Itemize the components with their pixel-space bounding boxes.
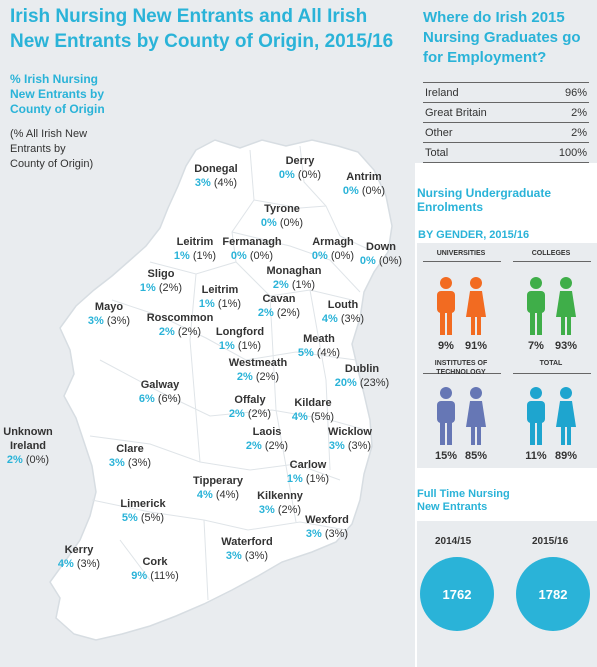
female-icon xyxy=(556,387,576,445)
legend-note: (% All Irish New Entrants by County of O… xyxy=(10,128,94,170)
county-label-down: Down 0% (0%) xyxy=(359,241,403,267)
county-label-roscommon: Roscommon 2% (2%) xyxy=(146,312,214,338)
figures xyxy=(509,275,593,337)
female-icon xyxy=(466,387,486,445)
row-value: 2% xyxy=(534,102,589,123)
county-label-sligo: Sligo 1% (2%) xyxy=(139,268,183,294)
county-label-leitrim-south: Leitrim 1% (1%) xyxy=(198,284,242,310)
group-colleges: COLLEGES 7% 93% xyxy=(509,249,593,352)
county-label-louth: Louth 4% (3%) xyxy=(321,299,365,325)
county-label-mayo: Mayo 3% (3%) xyxy=(87,301,131,327)
group-total: TOTAL 11% 89% xyxy=(509,359,593,462)
table-row: Great Britain 2% xyxy=(423,102,589,123)
male-pct: 7% xyxy=(528,340,544,352)
county-label-leitrim: Leitrim 1% (1%) xyxy=(173,236,217,262)
figures xyxy=(509,385,593,447)
county-label-fermanagh: Fermanagh 0% (0%) xyxy=(222,236,282,262)
male-icon xyxy=(437,277,455,335)
divider xyxy=(513,261,591,262)
county-label-carlow: Carlow 1% (1%) xyxy=(286,459,330,485)
county-label-antrim: Antrim 0% (0%) xyxy=(342,171,386,197)
row-label: Great Britain xyxy=(423,102,535,123)
county-label-unknown-ireland: Unknown Ireland 2% (0%) xyxy=(3,426,53,466)
county-label-waterford: Waterford 3% (3%) xyxy=(221,536,273,562)
row-label: Total xyxy=(423,142,535,163)
county-label-kildare: Kildare 4% (5%) xyxy=(291,397,335,423)
county-label-tipperary: Tipperary 4% (4%) xyxy=(193,475,243,501)
male-icon xyxy=(527,277,545,335)
county-label-laois: Laois 2% (2%) xyxy=(245,426,289,452)
year-label: 2014/15 xyxy=(435,536,472,547)
county-label-kerry: Kerry 4% (3%) xyxy=(57,544,101,570)
table-row: Total 100% xyxy=(423,142,589,163)
enrolments-title: Nursing Undergraduate Enrolments xyxy=(417,186,552,214)
county-label-offaly: Offaly 2% (2%) xyxy=(228,394,272,420)
male-pct: 15% xyxy=(434,450,458,462)
county-label-cork: Cork 9% (11%) xyxy=(131,556,179,582)
county-borders xyxy=(89,145,371,601)
graduates-table: Ireland 96% Great Britain 2% Other 2% Total… xyxy=(423,82,589,163)
table-row: Other 2% xyxy=(423,122,589,143)
divider xyxy=(513,373,591,374)
county-label-westmeath: Westmeath 2% (2%) xyxy=(228,357,288,383)
female-pct: 93% xyxy=(554,340,578,352)
entrants-circle: 1782 xyxy=(516,557,590,631)
divider xyxy=(423,261,501,262)
by-gender-title: BY GENDER, 2015/16 xyxy=(418,229,530,241)
county-label-wexford: Wexford 3% (3%) xyxy=(305,514,349,540)
group-universities: UNIVERSITIES 9% 91% xyxy=(419,249,503,352)
graduates-title: Where do Irish 2015 Nursing Graduates go… xyxy=(423,9,581,66)
county-label-monaghan: Monaghan 2% (1%) xyxy=(266,265,322,291)
group-label: UNIVERSITIES xyxy=(436,250,486,257)
county-label-longford: Longford 1% (1%) xyxy=(215,326,265,352)
table-row: Ireland 96% xyxy=(423,82,589,103)
group-label: INSTITUTES OF TECHNOLOGY xyxy=(434,360,488,376)
row-value: 100% xyxy=(534,142,589,163)
male-pct: 11% xyxy=(525,450,547,462)
male-icon xyxy=(437,387,455,445)
county-label-meath: Meath 5% (4%) xyxy=(297,333,341,359)
county-label-derry: Derry 0% (0%) xyxy=(278,155,322,181)
graduates-panel: Where do Irish 2015 Nursing Graduates go… xyxy=(415,0,597,163)
figures xyxy=(419,275,503,337)
county-label-armagh: Armagh 0% (0%) xyxy=(311,236,355,262)
group-label: COLLEGES xyxy=(531,250,571,257)
fulltime-title: Full Time Nursing New Entrants xyxy=(417,488,510,513)
gender-panel: UNIVERSITIES 9% 91% COLLEGES 7% 93% INSTIT… xyxy=(417,243,597,468)
row-value: 2% xyxy=(534,122,589,143)
ireland-outline xyxy=(49,139,393,641)
county-label-cavan: Cavan 2% (2%) xyxy=(257,293,301,319)
county-label-clare: Clare 3% (3%) xyxy=(108,443,152,469)
county-label-kilkenny: Kilkenny 3% (2%) xyxy=(257,490,303,516)
row-label: Ireland xyxy=(423,82,535,103)
female-pct: 85% xyxy=(464,450,488,462)
county-label-donegal: Donegal 3% (4%) xyxy=(194,163,238,189)
row-value: 96% xyxy=(534,82,589,103)
county-label-galway: Galway 6% (6%) xyxy=(138,379,182,405)
entrants-circle: 1762 xyxy=(420,557,494,631)
group-institutes: INSTITUTES OF TECHNOLOGY 15% 85% xyxy=(419,359,503,462)
female-pct: 89% xyxy=(554,450,578,462)
county-label-dublin: Dublin 20% (23%) xyxy=(334,363,390,389)
figures xyxy=(419,385,503,447)
row-label: Other xyxy=(423,122,535,143)
group-label: TOTAL xyxy=(539,360,563,367)
year-label: 2015/16 xyxy=(532,536,569,547)
ireland-map xyxy=(49,139,393,641)
female-pct: 91% xyxy=(464,340,488,352)
page-title: Irish Nursing New Entrants and All Irish… xyxy=(10,6,394,52)
legend-subtitle: % Irish Nursing New Entrants by County o… xyxy=(10,72,105,116)
county-label-limerick: Limerick 5% (5%) xyxy=(120,498,166,524)
divider xyxy=(423,373,501,374)
male-pct: 9% xyxy=(438,340,454,352)
map-panel: Irish Nursing New Entrants and All Irish… xyxy=(0,0,415,667)
county-label-tyrone: Tyrone 0% (0%) xyxy=(260,203,304,229)
county-label-wicklow: Wicklow 3% (3%) xyxy=(328,426,372,452)
male-icon xyxy=(527,387,545,445)
female-icon xyxy=(556,277,576,335)
female-icon xyxy=(466,277,486,335)
